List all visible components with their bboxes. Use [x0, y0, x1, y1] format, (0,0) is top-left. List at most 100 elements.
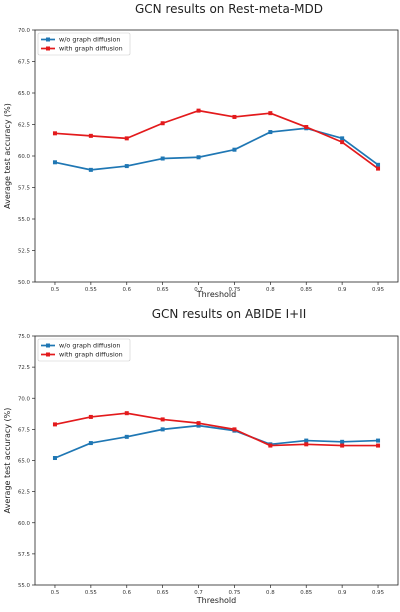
y-tick-label: 70.0 [18, 396, 31, 402]
x-tick-label: 0.95 [372, 590, 384, 596]
x-tick-label: 0.8 [266, 590, 275, 596]
y-tick-label: 62.5 [18, 490, 30, 496]
x-tick-label: 0.7 [194, 287, 203, 293]
data-point [196, 421, 201, 426]
x-tick-label: 0.7 [194, 590, 203, 596]
y-tick-label: 65.0 [18, 91, 31, 97]
data-point [232, 427, 237, 432]
y-tick-label: 67.5 [18, 60, 30, 66]
data-point [268, 443, 273, 448]
data-point [124, 434, 129, 439]
data-point [88, 441, 93, 446]
legend-label: w/o graph diffusion [59, 36, 120, 44]
chart-title: GCN results on Rest-meta-MDD [135, 2, 323, 16]
data-point [340, 136, 345, 141]
y-tick-label: 65.0 [18, 459, 31, 465]
x-tick-label: 0.6 [122, 287, 131, 293]
y-tick-label: 55.0 [18, 583, 31, 589]
data-point [52, 456, 57, 461]
x-tick-label: 0.75 [228, 287, 240, 293]
data-point [88, 167, 93, 172]
data-point [160, 121, 165, 126]
x-tick-label: 0.65 [157, 287, 169, 293]
data-point [376, 443, 381, 448]
y-tick-label: 72.5 [18, 365, 30, 371]
legend-swatch-marker [46, 37, 50, 42]
x-tick-label: 0.75 [228, 590, 240, 596]
y-tick-label: 55.0 [18, 217, 31, 223]
data-point [160, 427, 165, 432]
x-tick-label: 0.9 [338, 287, 347, 293]
data-point [160, 417, 165, 422]
y-tick-label: 52.5 [18, 249, 30, 255]
y-tick-label: 70.0 [18, 28, 31, 34]
data-point [52, 160, 57, 165]
series-line [54, 127, 379, 171]
x-axis-label: Threshold [196, 596, 236, 605]
data-point [124, 411, 129, 416]
series-line [54, 424, 379, 459]
x-tick-label: 0.95 [372, 287, 384, 293]
chart-panel-1: GCN results on Rest-meta-MDD 0.5 0.55 0.6 0.… [3, 2, 399, 299]
x-tick-label: 0.9 [338, 590, 347, 596]
y-tick-label: 57.5 [18, 186, 30, 192]
legend-box [37, 338, 131, 362]
data-point [124, 136, 129, 141]
x-tick-label: 0.8 [266, 287, 275, 293]
legend-swatch-marker [46, 343, 50, 348]
y-axis-label: Average test accuracy (%) [3, 103, 12, 209]
x-axis-label: Threshold [196, 290, 236, 299]
x-tick-label: 0.55 [85, 287, 97, 293]
y-axis-label: Average test accuracy (%) [3, 408, 12, 514]
data-point [304, 442, 309, 447]
x-tick-label: 0.65 [157, 590, 169, 596]
legend-label: w/o graph diffusion [59, 342, 120, 350]
y-tick-label: 60.0 [18, 154, 31, 160]
data-point [376, 162, 381, 167]
series-1 [52, 423, 381, 461]
y-tick-label: 62.5 [18, 123, 30, 129]
series-1 [52, 126, 381, 172]
data-point [340, 443, 345, 448]
x-tick-label: 0.6 [122, 590, 131, 596]
x-tick-label: 0.5 [51, 287, 60, 293]
data-point [340, 439, 345, 444]
data-point [196, 108, 201, 113]
data-point [88, 414, 93, 419]
x-tick-label: 0.85 [300, 590, 312, 596]
x-tick-label: 0.5 [51, 590, 60, 596]
data-point [160, 156, 165, 161]
series-2 [52, 108, 381, 171]
x-tick-label: 0.55 [85, 590, 97, 596]
chart-panel-2: GCN results on ABIDE I+II 0.5 0.55 0.6 0.65 0… [3, 307, 399, 605]
series-line [54, 412, 379, 447]
legend-label: with graph diffusion [59, 45, 123, 53]
data-point [304, 125, 309, 130]
data-point [196, 423, 201, 428]
legend-label: with graph diffusion [59, 351, 123, 359]
plot-frame [34, 29, 399, 283]
y-tick-label: 50.0 [18, 280, 31, 286]
data-point [268, 130, 273, 135]
data-point [232, 114, 237, 119]
series-line [54, 109, 379, 170]
legend-box [37, 32, 131, 56]
legend-swatch-marker [46, 352, 50, 357]
y-tick-label: 57.5 [18, 552, 30, 558]
y-tick-label: 75.0 [18, 334, 31, 340]
data-point [340, 140, 345, 145]
data-point [196, 155, 201, 160]
data-point [52, 422, 57, 427]
series-2 [52, 411, 381, 448]
y-tick-label: 60.0 [18, 521, 31, 527]
plot-frame [34, 335, 399, 586]
data-point [124, 164, 129, 169]
x-tick-label: 0.85 [300, 287, 312, 293]
data-point [268, 111, 273, 116]
y-tick-label: 67.5 [18, 427, 30, 433]
data-point [376, 438, 381, 443]
